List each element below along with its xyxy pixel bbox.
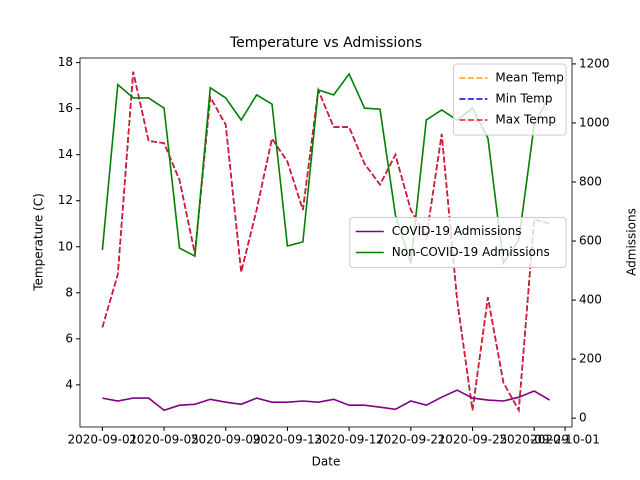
series-line [102,389,551,412]
x-tick-label: 2020-09-29 [499,433,569,447]
y2-tick-label: 200 [579,352,602,366]
legend-label: COVID-19 Admissions [392,224,522,238]
chart-title: Temperature vs Admissions [229,35,422,51]
x-tick-label: 2020-09-09 [191,433,261,447]
y-tick-label: 4 [65,377,73,391]
y-axis-label: Temperature (C) [32,193,46,292]
x-tick-label: 2020-09-05 [129,433,199,447]
x-tick-label: 2020-09-13 [253,433,323,447]
y2-tick-label: 600 [579,234,602,248]
legend-label: Max Temp [495,113,556,127]
x-axis-label: Date [312,455,341,469]
y2-axis-label: Admissions [625,208,639,276]
x-tick-label: 2020-09-17 [314,433,384,447]
y-tick-label: 12 [58,193,73,207]
plot-frame [79,57,573,428]
y-tick-label: 8 [65,285,73,299]
y2-tick-label: 800 [579,174,602,188]
y-tick-label: 18 [58,55,73,69]
y2-tick-label: 0 [579,411,587,425]
x-tick-label: 2020-09-25 [438,433,508,447]
series-line [101,71,550,413]
y2-tick-label: 400 [579,293,602,307]
y2-tick-label: 1200 [579,56,610,70]
x-tick-label: 2020-09-21 [376,433,446,447]
legend-label: Non-COVID-19 Admissions [392,245,550,259]
legend-label: Min Temp [495,92,552,106]
y-tick-label: 14 [58,147,73,161]
y2-tick-label: 1000 [579,115,610,129]
legend-box [452,63,567,136]
y-tick-label: 6 [65,331,73,345]
legend-label: Mean Temp [495,71,564,85]
y-tick-label: 16 [58,101,73,115]
x-tick-label: 2020-10-01 [530,433,600,447]
y-tick-label: 10 [58,239,73,253]
legend-box [349,217,567,268]
x-tick-label: 2020-09-01 [67,433,137,447]
